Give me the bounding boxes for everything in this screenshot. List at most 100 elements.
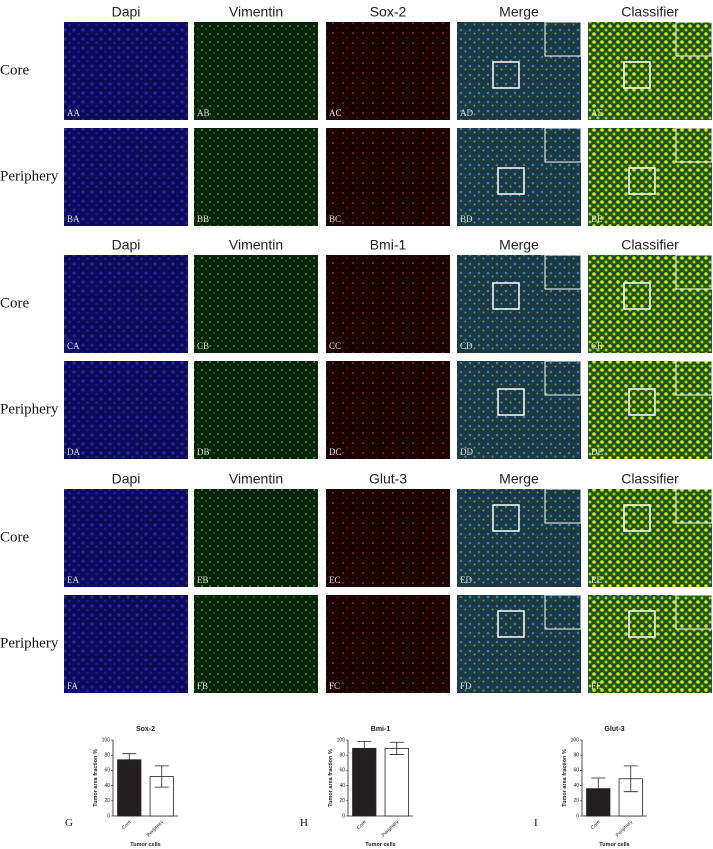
panel-label: FC [329, 681, 340, 691]
error-bar [389, 741, 404, 755]
micrograph [326, 595, 450, 693]
y-tick-label: 0 [576, 813, 579, 819]
panel-label: EA [67, 575, 79, 585]
micrograph [194, 22, 318, 120]
column-header: Vimentin [229, 4, 283, 20]
x-tick-label: Periphery [146, 819, 166, 839]
panel-label: DE [591, 447, 603, 457]
row-label: Periphery [0, 168, 59, 184]
roi-box [623, 61, 651, 89]
panel-label: EC [329, 575, 341, 585]
roi-box [623, 504, 651, 532]
y-tick-label: 100 [571, 737, 580, 743]
column-header: Sox-2 [370, 4, 407, 20]
roi-box [628, 388, 656, 416]
roi-box [492, 504, 520, 532]
panel-label: BD [460, 214, 473, 224]
panel-label: CD [460, 341, 473, 351]
micrograph [64, 128, 188, 226]
chart-title: Sox-2 [136, 726, 155, 733]
y-tick-label: 60 [339, 768, 345, 774]
column-header: Merge [499, 4, 539, 20]
row-label: Core [0, 295, 30, 311]
panel-label: CE [591, 341, 603, 351]
panel-letter: I [534, 817, 538, 829]
inset [544, 360, 582, 396]
column-header: Classifier [621, 4, 679, 20]
row-label: Core [0, 529, 30, 545]
column-header: Bmi-1 [370, 237, 407, 253]
y-axis-label: Tumor area fraction % [328, 749, 334, 807]
y-tick-label: 100 [337, 737, 346, 743]
inset [675, 254, 713, 290]
roi-box [497, 388, 525, 416]
row-label: Core [0, 62, 30, 78]
panel-label: BC [329, 214, 341, 224]
micrograph [64, 489, 188, 587]
inset [544, 488, 582, 524]
inset [675, 21, 713, 57]
x-tick-label: Core [121, 819, 133, 831]
inset [544, 594, 582, 630]
y-tick-label: 80 [339, 753, 345, 759]
panel-label: AA [67, 108, 80, 118]
error-bar [623, 765, 638, 793]
inset [544, 21, 582, 57]
inset [675, 127, 713, 163]
y-tick-label: 20 [573, 798, 579, 804]
chart-title: Glut-3 [604, 726, 624, 733]
x-axis-label: Tumor cells [130, 842, 160, 848]
panel-label: DD [460, 447, 473, 457]
column-header: Dapi [112, 471, 141, 487]
micrograph [64, 22, 188, 120]
panel-label: DC [329, 447, 342, 457]
panel-label: AE [591, 108, 603, 118]
column-header: Classifier [621, 237, 679, 253]
micrograph [326, 255, 450, 353]
inset [675, 360, 713, 396]
bar [384, 747, 409, 817]
panel-label: BB [197, 214, 209, 224]
roi-box [623, 282, 651, 310]
column-header: Vimentin [229, 471, 283, 487]
inset [675, 594, 713, 630]
y-tick-label: 20 [104, 798, 110, 804]
micrograph [64, 361, 188, 459]
row-label: Periphery [0, 635, 59, 651]
column-header: Dapi [112, 237, 141, 253]
panel-label: FE [591, 681, 602, 691]
column-header: Vimentin [229, 237, 283, 253]
panel-label: FA [67, 681, 78, 691]
column-header: Dapi [112, 4, 141, 20]
panel-label: AB [197, 108, 210, 118]
y-tick-label: 60 [573, 768, 579, 774]
inset [544, 127, 582, 163]
column-header: Glut-3 [369, 471, 407, 487]
roi-box [497, 167, 525, 195]
y-tick-label: 40 [573, 783, 579, 789]
micrograph [326, 489, 450, 587]
error-bar [122, 753, 137, 767]
error-bar [154, 765, 169, 788]
roi-box [628, 167, 656, 195]
bar [352, 747, 377, 817]
micrograph [326, 361, 450, 459]
panel-label: AD [460, 108, 473, 118]
y-axis-label: Tumor area fraction % [562, 749, 568, 807]
panel-label: FD [460, 681, 472, 691]
panel-label: DB [197, 447, 210, 457]
y-tick-label: 80 [573, 753, 579, 759]
x-axis-label: Tumor cells [599, 842, 629, 848]
x-tick-label: Core [356, 819, 368, 831]
panel-label: AC [329, 108, 342, 118]
y-tick-label: 60 [104, 768, 110, 774]
micrograph [194, 361, 318, 459]
panel-label: CA [67, 341, 80, 351]
panel-label: BA [67, 214, 80, 224]
panel-letter: G [65, 817, 73, 829]
panel-label: CB [197, 341, 209, 351]
y-tick-label: 20 [339, 798, 345, 804]
x-tick-label: Periphery [381, 819, 401, 839]
y-axis-label: Tumor area fraction % [93, 749, 99, 807]
